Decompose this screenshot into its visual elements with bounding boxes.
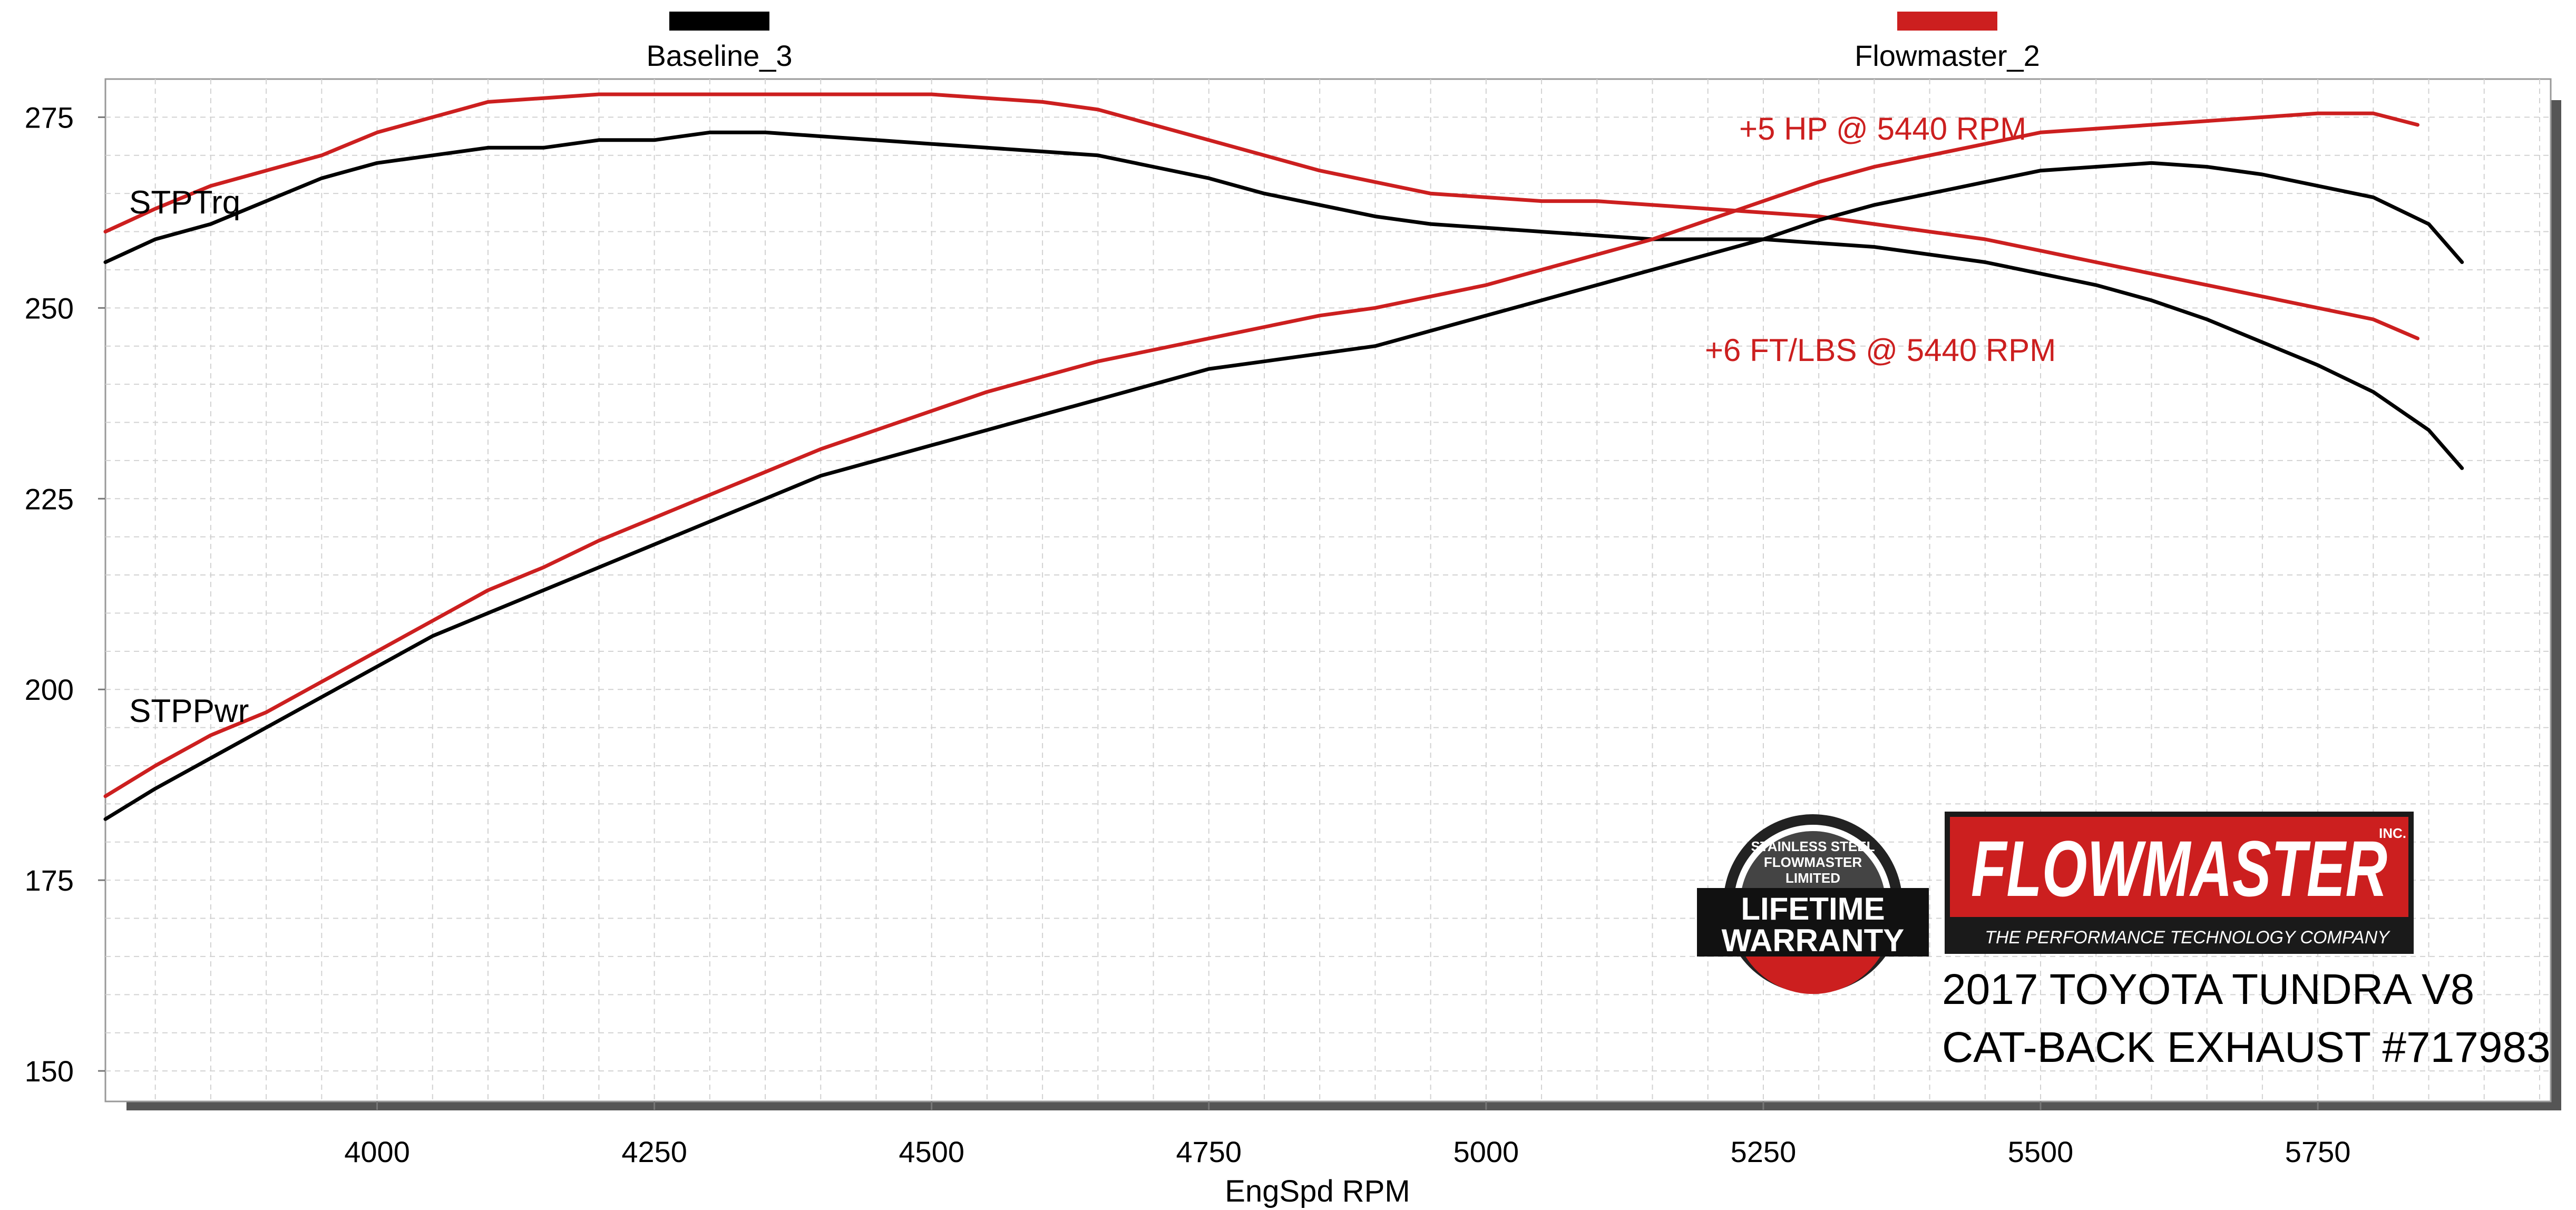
- y-axis-ticks: 275 250 225 200 175 150: [25, 101, 105, 1088]
- flowmaster-logo: FLOWMASTER INC. THE PERFORMANCE TECHNOLO…: [1945, 812, 2414, 954]
- y-tick-label: 275: [25, 101, 74, 134]
- brand-inc: INC.: [2379, 825, 2406, 841]
- hp-gain-annotation: +5 HP @ 5440 RPM: [1739, 111, 2026, 147]
- product-caption: CAT-BACK EXHAUST #717983: [1942, 1023, 2551, 1071]
- brand-name: FLOWMASTER: [1971, 824, 2387, 913]
- seal-brand-text: FLOWMASTER: [1764, 854, 1862, 870]
- x-tick-label: 5250: [1731, 1135, 1797, 1168]
- warranty-seal-logo: STAINLESS STEEL FLOWMASTER LIMITED LIFET…: [1697, 814, 1929, 994]
- x-tick-label: 5000: [1453, 1135, 1519, 1168]
- x-tick-label: 5500: [2008, 1135, 2074, 1168]
- seal-lifetime-text: LIFETIME: [1741, 891, 1885, 926]
- seal-top-text: STAINLESS STEEL: [1751, 838, 1875, 854]
- plot-shadow-right: [2550, 100, 2561, 1110]
- y-tick-label: 150: [25, 1055, 74, 1088]
- legend-label-baseline: Baseline_3: [646, 39, 792, 72]
- x-axis-ticks: 4000 4250 4500 4750 5000 5250 5500 5750: [344, 1101, 2350, 1168]
- torque-gain-annotation: +6 FT/LBS @ 5440 RPM: [1705, 333, 2056, 368]
- y-tick-label: 200: [25, 673, 74, 706]
- brand-tagline: THE PERFORMANCE TECHNOLOGY COMPANY: [1985, 928, 2390, 948]
- seal-warranty-text: WARRANTY: [1722, 923, 1905, 958]
- series-lines: [103, 92, 2464, 821]
- x-tick-label: 5750: [2285, 1135, 2351, 1168]
- legend-label-flowmaster: Flowmaster_2: [1855, 39, 2040, 72]
- torque-curve-label: STPTrq: [129, 184, 240, 221]
- x-tick-label: 4750: [1176, 1135, 1242, 1168]
- y-tick-label: 250: [25, 291, 74, 325]
- series-line-baseline-3-stppwr: [103, 161, 2464, 821]
- y-tick-label: 175: [25, 864, 74, 897]
- legend-swatch-flowmaster: [1897, 12, 1997, 31]
- vehicle-caption: 2017 TOYOTA TUNDRA V8: [1942, 965, 2474, 1013]
- series-line-flowmaster-2-stptrq: [103, 92, 2419, 340]
- x-tick-label: 4000: [344, 1135, 410, 1168]
- legend: Baseline_3 Flowmaster_2: [646, 12, 2040, 72]
- x-tick-label: 4500: [899, 1135, 964, 1168]
- seal-limited-text: LIMITED: [1785, 870, 1840, 886]
- series-line-flowmaster-2-stppwr: [103, 111, 2419, 798]
- series-line-baseline-3-stptrq: [103, 130, 2464, 470]
- x-tick-label: 4250: [621, 1135, 687, 1168]
- power-curve-label: STPPwr: [129, 693, 249, 729]
- legend-swatch-baseline: [669, 12, 769, 31]
- x-axis-title: EngSpd RPM: [1225, 1174, 1410, 1208]
- y-tick-label: 225: [25, 482, 74, 515]
